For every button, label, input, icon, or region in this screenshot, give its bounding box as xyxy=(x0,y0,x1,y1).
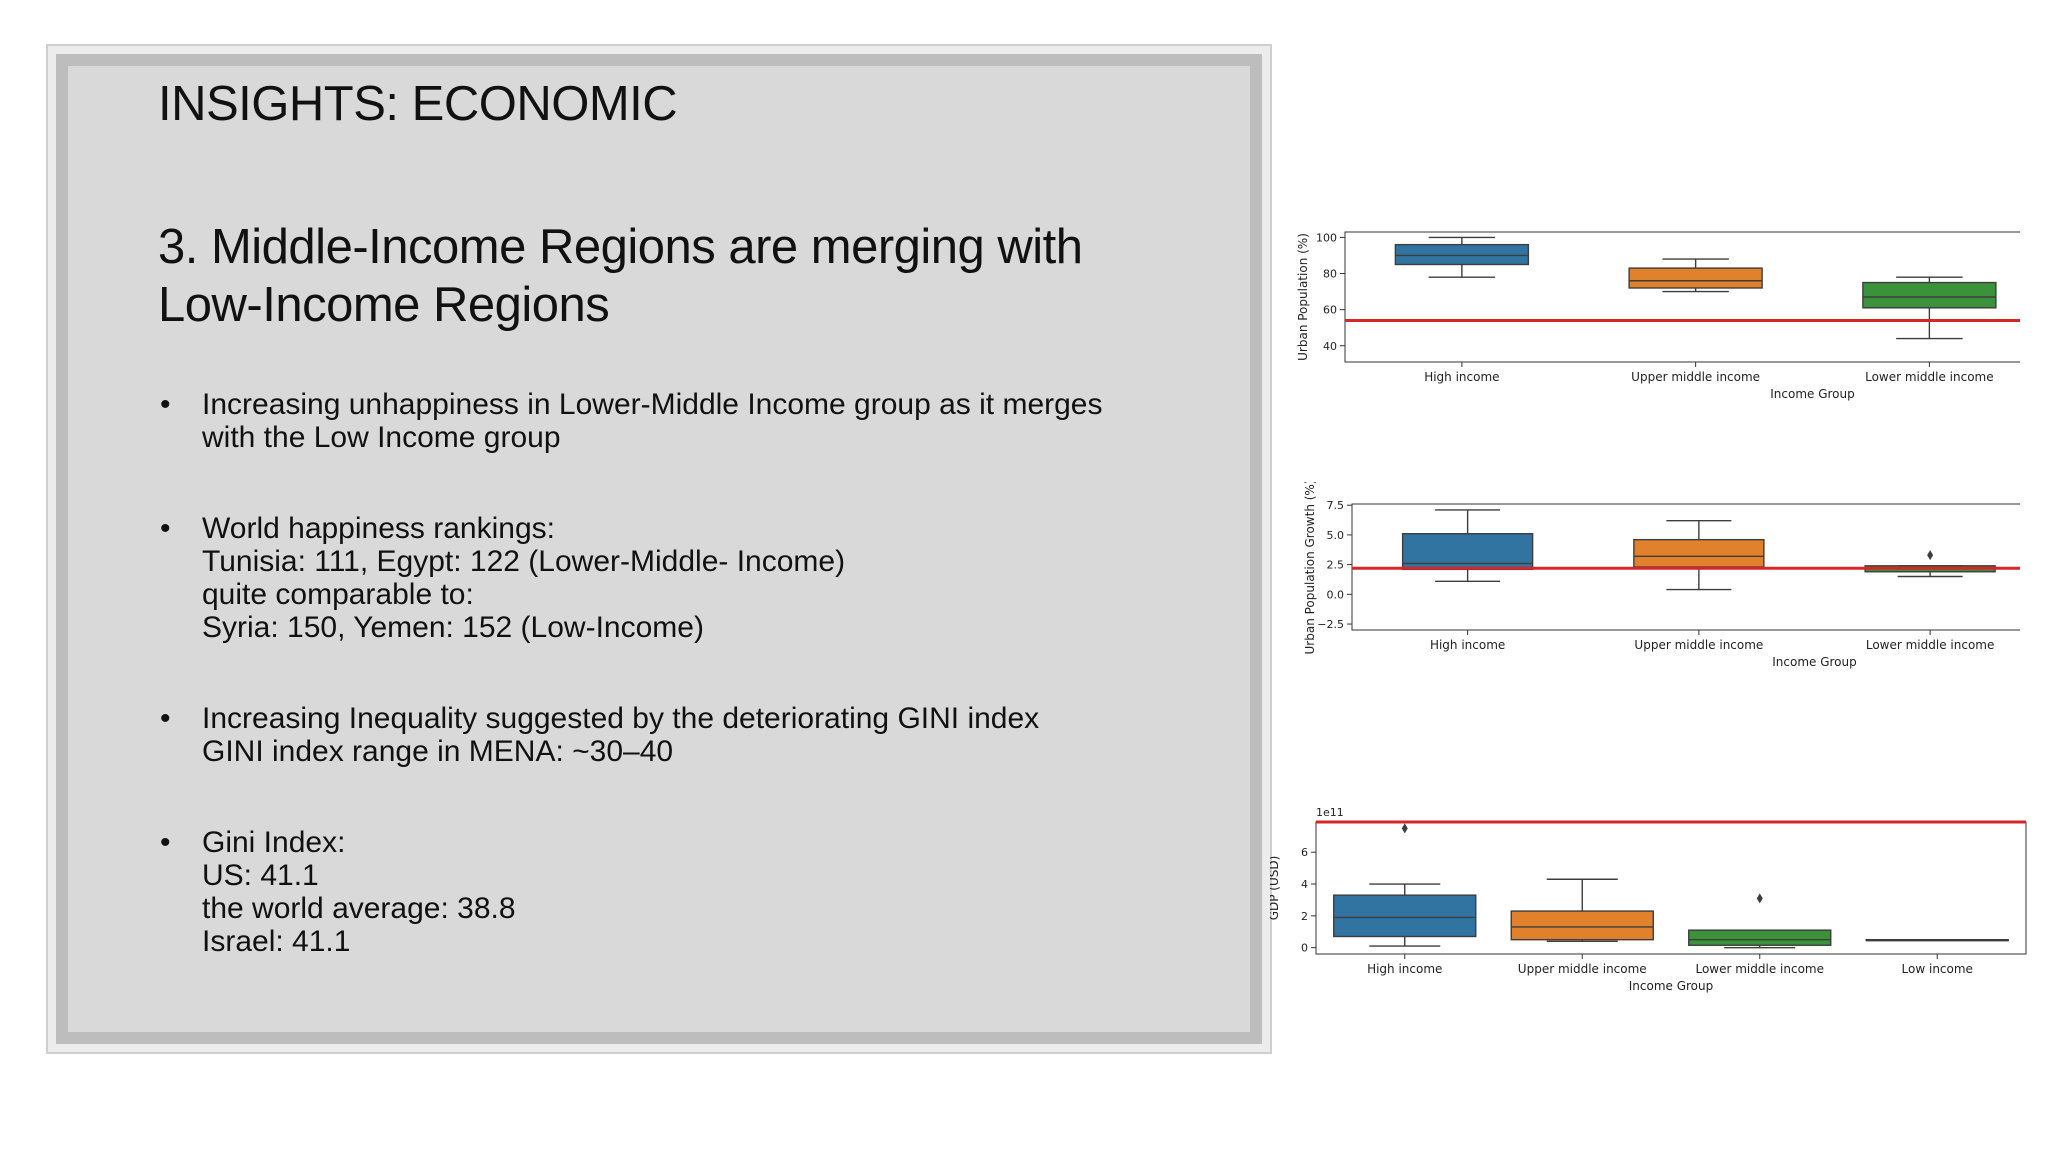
bullet-line: Increasing Inequality suggested by the d… xyxy=(202,702,1040,735)
urban-population-boxplot: 40 60 80 100 High income Upper middle income L… xyxy=(1296,231,2020,401)
bullet-list: • Increasing unhappiness in Lower-Middle… xyxy=(158,388,1158,958)
bullet-line: Increasing unhappiness in Lower-Middle I… xyxy=(202,388,1103,421)
x-tick-label: High income xyxy=(1367,962,1442,976)
y-tick-label: 0 xyxy=(1301,942,1308,955)
frame-border xyxy=(56,54,1262,1044)
box xyxy=(1633,538,1765,568)
box xyxy=(1688,929,1832,946)
box xyxy=(1510,910,1654,941)
x-axis-label: Income Group xyxy=(1629,979,1714,993)
bullet-symbol: • xyxy=(160,388,171,421)
x-tick-label: High income xyxy=(1424,370,1499,384)
y-tick-label: 80 xyxy=(1323,268,1337,281)
x-axis-label: Income Group xyxy=(1772,655,1857,669)
y-tick-label: 100 xyxy=(1316,231,1337,244)
y-tick-label: 6 xyxy=(1301,846,1308,859)
x-tick-label: Upper middle income xyxy=(1518,962,1647,976)
y-tick-label: −2.5 xyxy=(1317,618,1344,631)
x-tick-label: Low income xyxy=(1902,962,1973,976)
y-tick-label: 0.0 xyxy=(1327,588,1345,601)
subtitle-line: Low-Income Regions xyxy=(158,278,610,332)
bullet-line: World happiness rankings: xyxy=(202,512,555,545)
outlier-point xyxy=(1401,823,1408,834)
bullet-symbol: • xyxy=(160,702,171,735)
y-tick-label: 2.5 xyxy=(1327,559,1345,572)
y-tick-label: 4 xyxy=(1301,878,1308,891)
bullet-line: quite comparable to: xyxy=(202,578,474,611)
bullet-item: • Gini Index: US: 41.1 the world average… xyxy=(158,826,1158,958)
bullet-line: Gini Index: xyxy=(202,826,346,859)
axis-offset-label: 1e11 xyxy=(1316,806,1344,819)
bullet-line: US: 41.1 xyxy=(202,859,319,892)
x-axis-label: Income Group xyxy=(1770,387,1855,401)
y-tick-label: 7.5 xyxy=(1327,499,1345,512)
bullet-line: the world average: 38.8 xyxy=(202,892,516,925)
bullet-symbol: • xyxy=(160,826,171,859)
box xyxy=(1862,281,1997,309)
outlier-point xyxy=(1927,550,1934,561)
urban-population-growth-boxplot: −2.5 0.0 2.5 5.0 7.5 High income Upper middle … xyxy=(1303,482,2020,669)
y-tick-label: 5.0 xyxy=(1327,529,1345,542)
box xyxy=(1333,894,1477,938)
subtitle-line: 3. Middle-Income Regions are merging wit… xyxy=(158,220,1083,274)
bullet-item: • World happiness rankings: Tunisia: 111… xyxy=(158,512,1158,644)
bullet-line: with the Low Income group xyxy=(202,421,561,454)
bullet-item: • Increasing Inequality suggested by the… xyxy=(158,702,1158,768)
y-axis-label: GDP (USD) xyxy=(1270,856,1281,921)
slide-subtitle: 3. Middle-Income Regions are merging wit… xyxy=(158,218,1158,334)
bullet-line: Syria: 150, Yemen: 152 (Low-Income) xyxy=(202,611,704,644)
slide-title: INSIGHTS: ECONOMIC xyxy=(158,77,678,131)
box xyxy=(1628,267,1763,289)
bullet-line: Israel: 41.1 xyxy=(202,925,351,958)
y-tick-label: 2 xyxy=(1301,910,1308,923)
x-tick-label: Upper middle income xyxy=(1634,638,1763,652)
bullet-line: GINI index range in MENA: ~30–40 xyxy=(202,735,674,768)
x-tick-label: Lower middle income xyxy=(1865,370,1994,384)
frame-panel xyxy=(68,66,1250,1032)
x-tick-label: Upper middle income xyxy=(1631,370,1760,384)
y-tick-label: 60 xyxy=(1323,304,1337,317)
outlier-point xyxy=(1756,893,1763,904)
bullet-item: • Increasing unhappiness in Lower-Middle… xyxy=(158,388,1158,454)
y-axis-label: Urban Population (%) xyxy=(1296,233,1310,361)
bullet-symbol: • xyxy=(160,512,171,545)
bullet-line: Tunisia: 111, Egypt: 122 (Lower-Middle- … xyxy=(202,545,846,578)
gdp-boxplot: 0 2 4 6 1e11 High income Upper middle income Lo… xyxy=(1270,806,2027,993)
x-tick-label: Lower middle income xyxy=(1866,638,1995,652)
y-tick-label: 40 xyxy=(1323,340,1337,353)
slide-text-frame xyxy=(46,44,1272,1054)
y-axis-label: Urban Population Growth (%) xyxy=(1303,482,1317,654)
x-tick-label: Lower middle income xyxy=(1695,962,1824,976)
x-tick-label: High income xyxy=(1430,638,1505,652)
box xyxy=(1394,243,1530,266)
